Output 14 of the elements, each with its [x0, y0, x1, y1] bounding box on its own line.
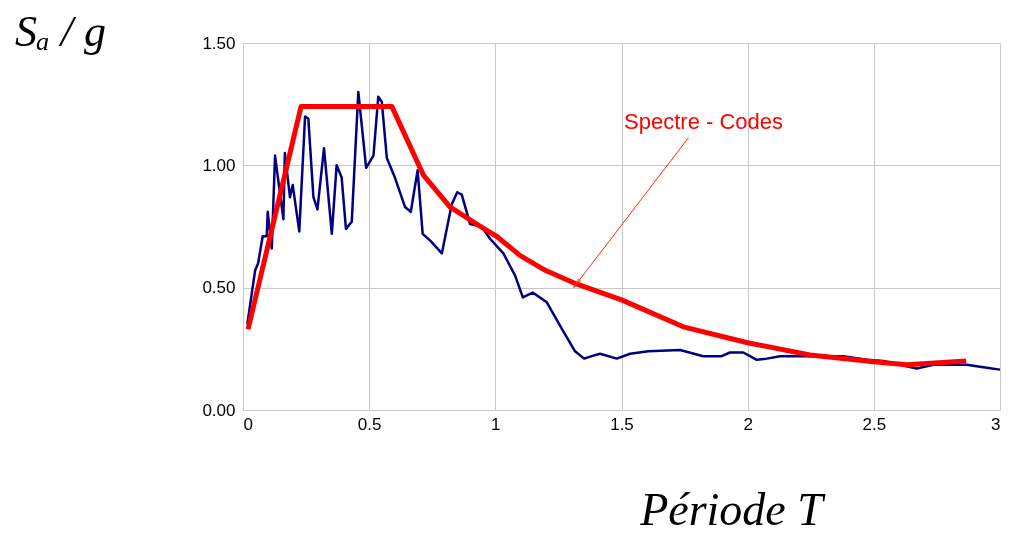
- x-tick-label: 0: [243, 414, 253, 434]
- x-axis-title: Période T: [639, 484, 827, 535]
- y-tick-label: 1.50: [202, 33, 236, 53]
- y-tick-label: 0.50: [202, 278, 236, 298]
- annotation: Spectre - Codes: [624, 108, 784, 134]
- x-tick-label: 1: [491, 414, 501, 434]
- y-tick-label: 1.00: [202, 155, 236, 175]
- x-tick-label: 0.5: [357, 414, 382, 434]
- x-tick-label: 1.5: [610, 414, 634, 434]
- x-tick-label: 2.5: [862, 414, 887, 434]
- x-tick-label: 2: [743, 414, 753, 434]
- y-axis-title: Sₐ / g: [15, 7, 107, 56]
- x-tick-label: 3: [991, 414, 1001, 434]
- y-tick-label: 0.00: [202, 400, 236, 420]
